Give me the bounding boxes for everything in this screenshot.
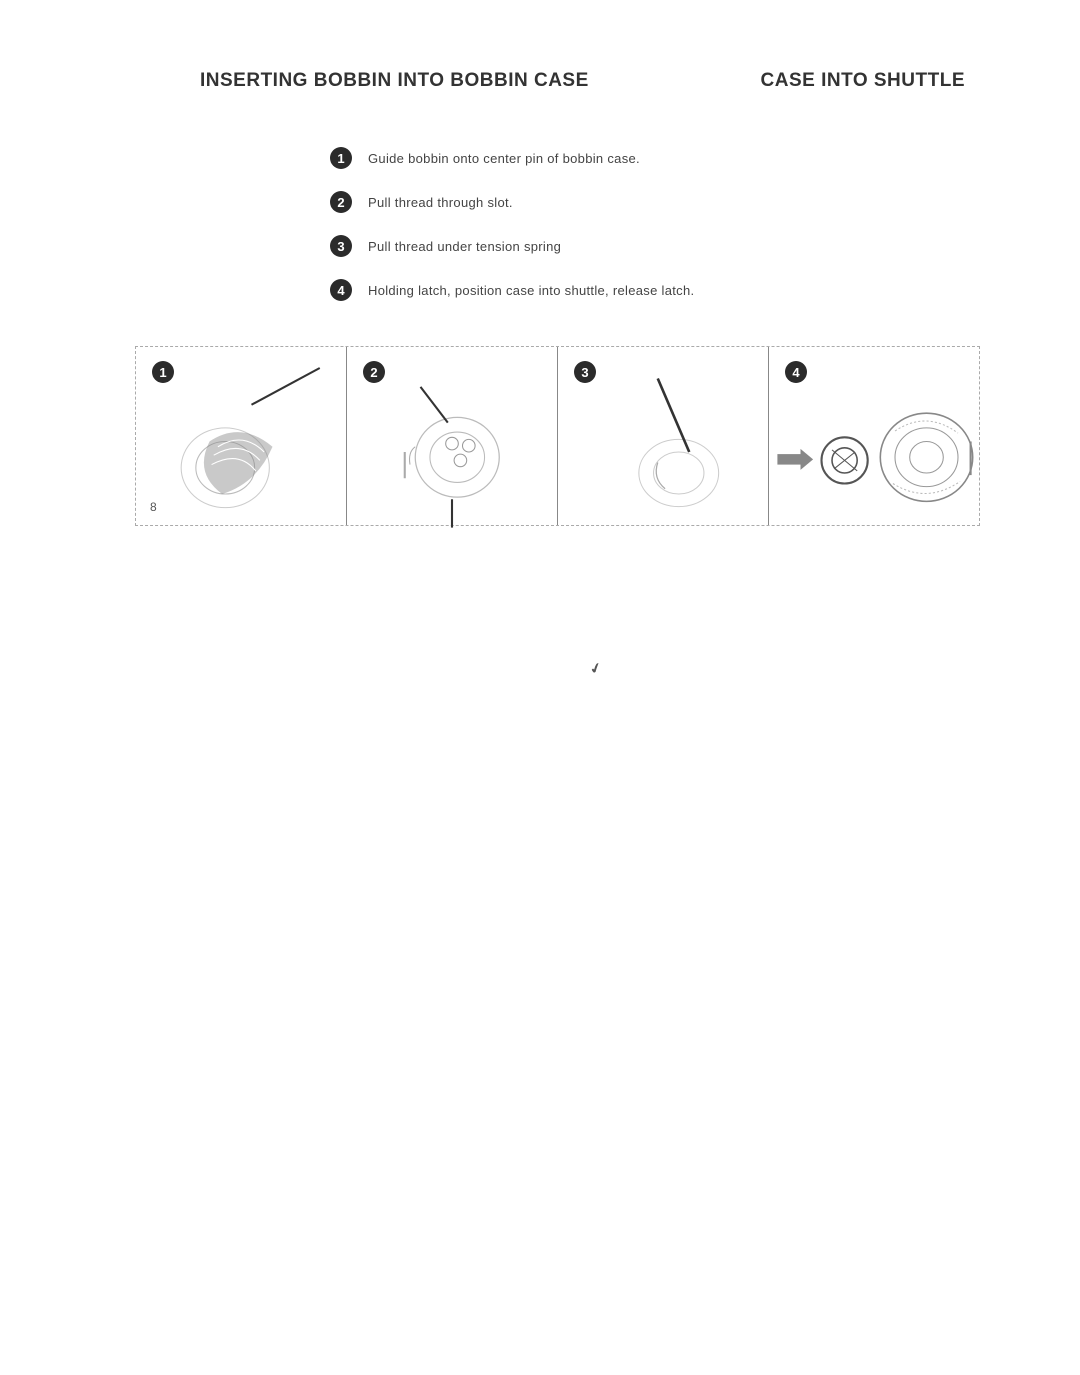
- title-left: INSERTING BOBBIN INTO BOBBIN CASE: [200, 70, 589, 92]
- tension-spring-sketch-icon: [558, 347, 768, 536]
- page-number: 8: [150, 500, 157, 514]
- steps-list: 1 Guide bobbin onto center pin of bobbin…: [330, 147, 980, 301]
- title-row: INSERTING BOBBIN INTO BOBBIN CASE CASE I…: [135, 70, 980, 92]
- bobbin-sketch-icon: [136, 347, 346, 536]
- diagram-cell-2: 2: [347, 347, 558, 525]
- diagram-cell-1: 1: [136, 347, 347, 525]
- step-text: Pull thread through slot.: [368, 195, 513, 210]
- step-text: Holding latch, position case into shuttl…: [368, 283, 694, 298]
- shuttle-insert-sketch-icon: [769, 347, 979, 536]
- step-1: 1 Guide bobbin onto center pin of bobbin…: [330, 147, 980, 169]
- step-2: 2 Pull thread through slot.: [330, 191, 980, 213]
- diagram-row: 1 2: [135, 346, 980, 526]
- step-text: Pull thread under tension spring: [368, 239, 561, 254]
- step-badge-icon: 2: [330, 191, 352, 213]
- step-4: 4 Holding latch, position case into shut…: [330, 279, 980, 301]
- step-badge-icon: 4: [330, 279, 352, 301]
- step-text: Guide bobbin onto center pin of bobbin c…: [368, 151, 640, 166]
- stray-mark-icon: ✔: [587, 659, 604, 679]
- step-badge-icon: 1: [330, 147, 352, 169]
- manual-page: INSERTING BOBBIN INTO BOBBIN CASE CASE I…: [0, 0, 1080, 526]
- title-right: CASE INTO SHUTTLE: [761, 70, 966, 92]
- step-badge-icon: 3: [330, 235, 352, 257]
- diagram-cell-4: 4: [769, 347, 979, 525]
- diagram-cell-3: 3: [558, 347, 769, 525]
- thread-slot-sketch-icon: [347, 347, 557, 536]
- step-3: 3 Pull thread under tension spring: [330, 235, 980, 257]
